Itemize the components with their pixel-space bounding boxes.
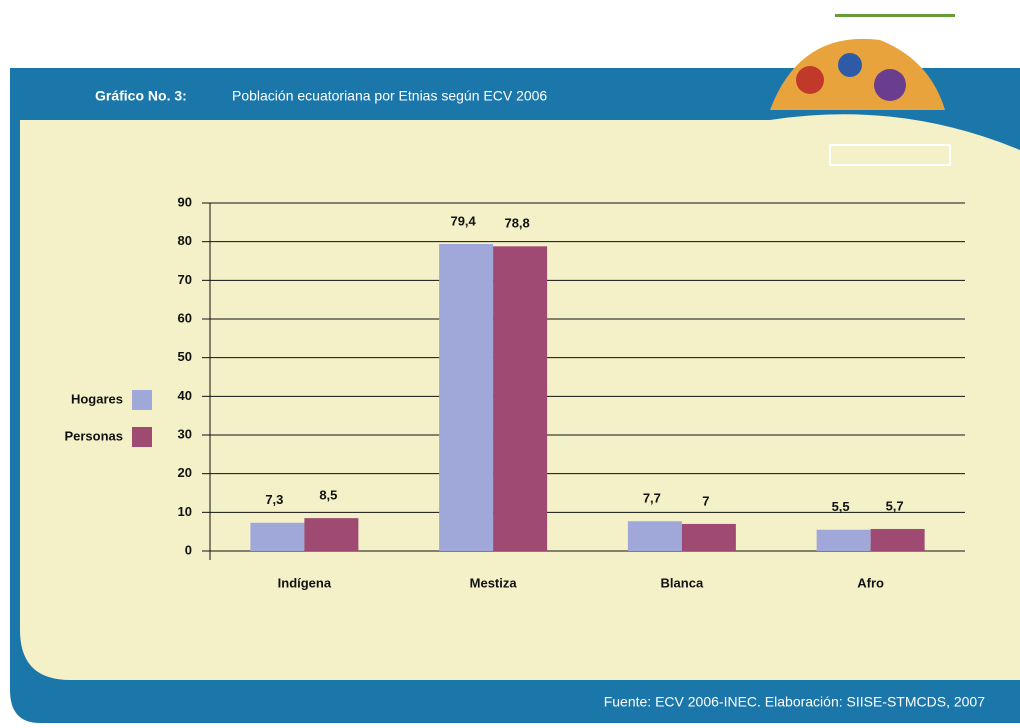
y-tick-label: 60: [178, 310, 192, 325]
value-label: 5,5: [832, 499, 850, 514]
y-tick-label: 70: [178, 272, 192, 287]
value-label: 7,3: [265, 492, 283, 507]
title-prefix: Gráfico No. 3:: [95, 88, 187, 104]
value-label: 5,7: [886, 498, 904, 513]
bar: [439, 243, 494, 551]
decoration: [770, 14, 955, 166]
x-tick-label: Mestiza: [470, 575, 518, 590]
bar: [250, 522, 305, 551]
value-label: 79,4: [450, 213, 476, 228]
source: Fuente: ECV 2006-INEC. Elaboración: SIIS…: [604, 694, 985, 710]
bar: [816, 529, 871, 551]
x-tick-label: Afro: [857, 575, 884, 590]
y-tick-label: 40: [178, 388, 192, 403]
legend-label: Personas: [64, 428, 123, 443]
x-tick-label: Blanca: [661, 575, 704, 590]
y-tick-label: 90: [178, 194, 192, 209]
bar: [627, 521, 682, 551]
value-label: 7,7: [643, 491, 661, 506]
value-label: 7: [702, 493, 709, 508]
bar: [304, 518, 359, 551]
x-tick-label: Indígena: [278, 575, 332, 590]
y-tick-label: 80: [178, 233, 192, 248]
value-label: 8,5: [319, 488, 337, 503]
bar: [681, 523, 736, 551]
bar: [493, 246, 548, 551]
legend-swatch: [132, 427, 152, 447]
y-tick-label: 30: [178, 426, 192, 441]
value-label: 78,8: [504, 216, 529, 231]
bar: [870, 528, 925, 551]
y-tick-label: 10: [178, 504, 192, 519]
chart-title: Población ecuatoriana por Etnias según E…: [232, 88, 547, 104]
y-tick-label: 20: [178, 465, 192, 480]
legend-swatch: [132, 390, 152, 410]
y-tick-label: 0: [185, 542, 192, 557]
y-tick-label: 50: [178, 349, 192, 364]
legend-label: Hogares: [71, 391, 123, 406]
